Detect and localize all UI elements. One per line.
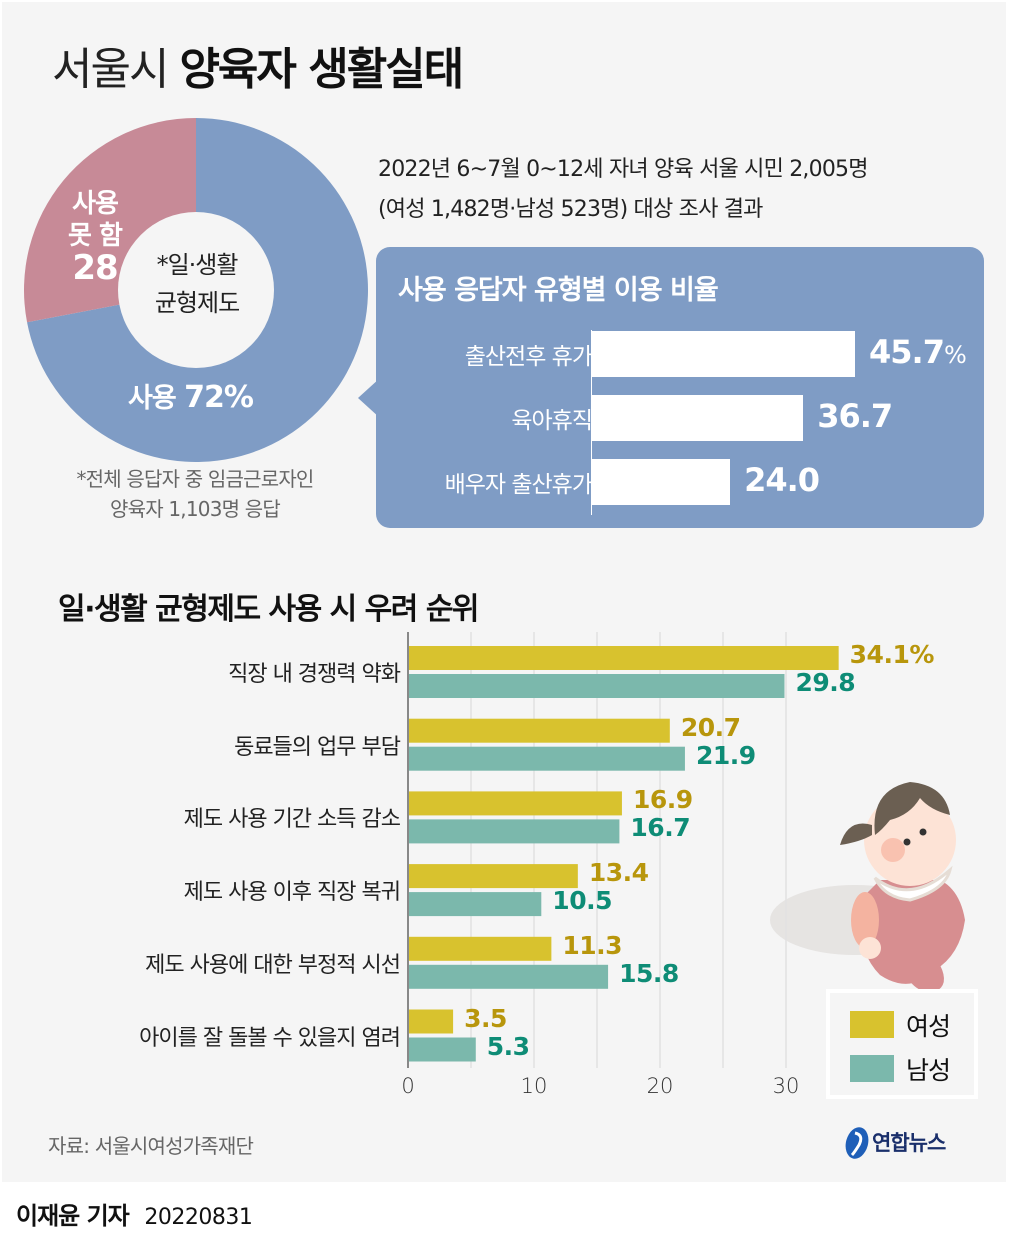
- center-line-2: 균형제도: [154, 289, 240, 317]
- legend-label-male: 남성: [906, 1056, 951, 1085]
- category-label: 제도 사용에 대한 부정적 시선: [145, 952, 401, 978]
- value-label-female: 16.9: [632, 785, 693, 815]
- baby-body: [859, 880, 965, 984]
- value-label-male: 16.7: [630, 813, 691, 843]
- category-label: 제도 사용 기간 소득 감소: [183, 807, 401, 833]
- footnote-line-2: 양육자 1,103명 응답: [110, 497, 281, 521]
- value-label-male: 5.3: [486, 1031, 530, 1061]
- usage-bar-label: 육아휴직: [511, 408, 593, 434]
- bar-female: [409, 864, 578, 889]
- baby-pigtail: [840, 823, 872, 845]
- donut-hole: [118, 212, 274, 368]
- usage-bar-value: 45.7%: [869, 333, 967, 371]
- baby-hand: [859, 937, 881, 959]
- bar-male: [409, 674, 785, 698]
- value-label-male: 21.9: [695, 740, 756, 770]
- bar-male: [409, 964, 609, 989]
- value-label-male: 29.8: [795, 668, 856, 697]
- chart-legend: 여성 남성: [826, 989, 978, 1099]
- bar-female: [409, 1009, 454, 1034]
- survey-line-1: 2022년 6~7월 0~12세 자녀 양육 서울 시민 2,005명: [378, 157, 868, 182]
- data-source: 자료: 서울시여성가족재단: [48, 1134, 254, 1158]
- bar-female: [409, 718, 670, 743]
- usage-bar: [592, 459, 731, 505]
- bar-male: [409, 746, 685, 771]
- donut-footnote: *전체 응답자 중 임금근로자인 양육자 1,103명 응답: [30, 464, 360, 524]
- baby-hair: [874, 782, 950, 835]
- x-tick-label: 20: [646, 1074, 674, 1098]
- byline: 이재윤 기자 20220831: [16, 1196, 253, 1231]
- baby-arm: [851, 892, 879, 948]
- usage-bar-value: 36.7: [817, 397, 893, 435]
- value-label-female: 11.3: [562, 930, 623, 960]
- baby-bib: [873, 865, 953, 902]
- used-label: 사용: [128, 383, 177, 414]
- footnote-line-1: *전체 응답자 중 임금근로자인: [76, 467, 314, 491]
- x-tick-label: 10: [520, 1074, 548, 1098]
- bar-female: [409, 936, 552, 961]
- category-label: 아이를 잘 돌볼 수 있을지 염려: [139, 1025, 401, 1051]
- baby-eye: [919, 828, 927, 836]
- usage-bar-label: 출산전후 휴가: [464, 344, 593, 370]
- survey-description: 2022년 6~7월 0~12세 자녀 양육 서울 시민 2,005명 (여성 …: [378, 150, 868, 230]
- legend-swatch-female: [850, 1011, 894, 1038]
- value-label-female: 34.1%: [849, 640, 935, 669]
- callout-arrow: [358, 378, 380, 418]
- baby-leg: [900, 960, 944, 993]
- baby-eye: [903, 838, 911, 846]
- notused-value: 28: [72, 248, 118, 288]
- usage-bar-value: 24.0: [744, 461, 820, 499]
- yonhap-logo-icon: [845, 1127, 869, 1159]
- x-tick-label: 30: [772, 1074, 800, 1098]
- yonhap-logo: 연합뉴스: [842, 1123, 992, 1163]
- usage-axis-line: [591, 330, 592, 515]
- category-label: 동료들의 업무 부담: [234, 734, 401, 760]
- value-label-male: 10.5: [552, 886, 612, 916]
- usage-bar: [592, 331, 855, 377]
- category-label: 직장 내 경쟁력 약화: [228, 662, 401, 687]
- bar-male: [409, 892, 542, 917]
- used-value: 72%: [184, 380, 254, 415]
- bar-female: [409, 646, 839, 670]
- publish-date: 20220831: [144, 1205, 253, 1230]
- survey-line-2: (여성 1,482명·남성 523명) 대상 조사 결과: [378, 197, 763, 222]
- baby-illustration: [770, 782, 965, 993]
- x-tick-label: 0: [401, 1074, 415, 1098]
- legend-swatch-male: [850, 1055, 894, 1082]
- donut-chart: [24, 118, 368, 462]
- value-label-female: 13.4: [588, 858, 649, 888]
- title-city: 서울시: [52, 44, 169, 95]
- category-label: 제도 사용 이후 직장 복귀: [183, 880, 401, 906]
- value-label-male: 15.8: [619, 958, 679, 988]
- usage-bar: [592, 395, 804, 441]
- bar-female: [409, 791, 622, 816]
- usage-box-title: 사용 응답자 유형별 이용 비율: [398, 275, 719, 306]
- title-main: 양육자 생활실태: [179, 44, 464, 95]
- reporter-name: 이재윤 기자: [16, 1202, 130, 1230]
- center-line-1: *일·생활: [156, 251, 239, 279]
- value-label-female: 20.7: [680, 712, 741, 742]
- notused-label-line2: 못 함: [68, 221, 123, 251]
- donut-label-notused: 사용 못 함 28: [50, 188, 140, 288]
- donut-center-label: *일·생활 균형제도: [132, 246, 262, 322]
- concern-chart-title: 일·생활 균형제도 사용 시 우려 순위: [58, 592, 480, 627]
- page-title: 서울시 양육자 생활실태: [52, 40, 464, 100]
- yonhap-logo-text: 연합뉴스: [872, 1131, 946, 1155]
- donut-label-used: 사용 72%: [128, 376, 254, 415]
- legend-label-female: 여성: [906, 1012, 951, 1041]
- baby-cheek: [881, 838, 905, 862]
- notused-label-line1: 사용: [72, 189, 119, 219]
- usage-bar-label: 배우자 출산휴가: [444, 472, 593, 498]
- bar-male: [409, 819, 620, 844]
- bar-male: [409, 1037, 476, 1062]
- value-label-female: 3.5: [464, 1003, 507, 1033]
